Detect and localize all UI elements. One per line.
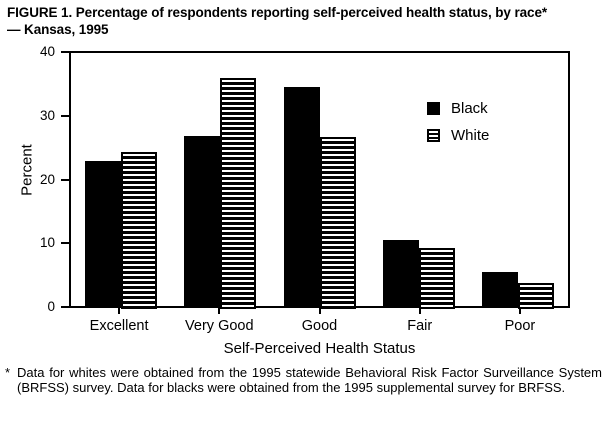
y-axis: 0 10 20 30 40 xyxy=(0,45,69,314)
bar-groups xyxy=(71,53,568,309)
x-category-label: Good xyxy=(301,318,338,334)
legend-label-white: White xyxy=(451,127,490,144)
y-tick-label: 0 xyxy=(47,299,55,314)
bar-group-good xyxy=(270,53,369,309)
footnote: * Data for whites were obtained from the… xyxy=(5,365,602,395)
legend-item-white: White xyxy=(427,127,489,144)
plot-area: Black White xyxy=(69,51,570,309)
legend-label-black: Black xyxy=(451,100,488,117)
bar-white-good xyxy=(319,136,356,309)
x-tick-mark xyxy=(418,308,421,314)
x-tick-cell xyxy=(269,308,369,315)
x-category-label: Very Good xyxy=(185,318,254,334)
bar-black-fair xyxy=(382,240,419,306)
legend-item-black: Black xyxy=(427,100,489,117)
x-category-label: Excellent xyxy=(89,318,149,334)
bar-white-very-good xyxy=(220,77,257,309)
bar-black-poor xyxy=(482,271,519,306)
x-tick-cell xyxy=(470,308,570,315)
bar-group-excellent xyxy=(71,53,170,309)
bar-group-fair xyxy=(369,53,468,309)
x-tick-cell xyxy=(370,308,470,315)
y-tick-mark xyxy=(61,51,69,53)
footnote-text: Data for whites were obtained from the 1… xyxy=(17,365,602,395)
x-axis-ticks xyxy=(69,308,570,315)
y-tick-label: 40 xyxy=(39,44,55,59)
x-tick-cell xyxy=(69,308,169,315)
x-category-label: Poor xyxy=(504,318,536,334)
x-axis-title: Self-Perceived Health Status xyxy=(223,340,416,357)
y-tick-mark xyxy=(61,114,69,117)
bar-white-poor xyxy=(518,283,555,309)
x-tick-mark xyxy=(318,308,321,314)
x-axis-labels: Excellent Very Good Good Fair Poor xyxy=(69,318,570,334)
y-tick-mark xyxy=(61,242,69,245)
legend-swatch-black xyxy=(427,102,440,115)
bar-black-excellent xyxy=(84,161,121,306)
bar-white-excellent xyxy=(120,152,157,309)
y-tick-mark xyxy=(61,306,69,308)
x-category-label: Fair xyxy=(407,318,433,334)
figure-title-line1: FIGURE 1. Percentage of respondents repo… xyxy=(7,5,548,20)
bar-group-very-good xyxy=(170,53,269,309)
bar-group-poor xyxy=(469,53,568,309)
x-tick-mark xyxy=(118,308,121,314)
y-tick-label: 20 xyxy=(39,171,55,187)
figure-title-line2: — Kansas, 1995 xyxy=(7,22,109,37)
legend-swatch-white xyxy=(427,129,440,142)
x-tick-cell xyxy=(169,308,269,315)
legend: Black White xyxy=(427,100,489,154)
y-tick-mark xyxy=(61,178,69,181)
bar-black-good xyxy=(283,86,320,306)
x-tick-mark xyxy=(518,308,521,314)
figure-title: FIGURE 1. Percentage of respondents repo… xyxy=(7,4,547,38)
y-tick-label: 10 xyxy=(39,235,55,251)
y-tick-label: 30 xyxy=(39,107,55,123)
bar-white-fair xyxy=(418,248,455,309)
x-tick-mark xyxy=(218,308,221,314)
bar-black-very-good xyxy=(184,135,221,306)
footnote-marker: * xyxy=(5,365,11,380)
